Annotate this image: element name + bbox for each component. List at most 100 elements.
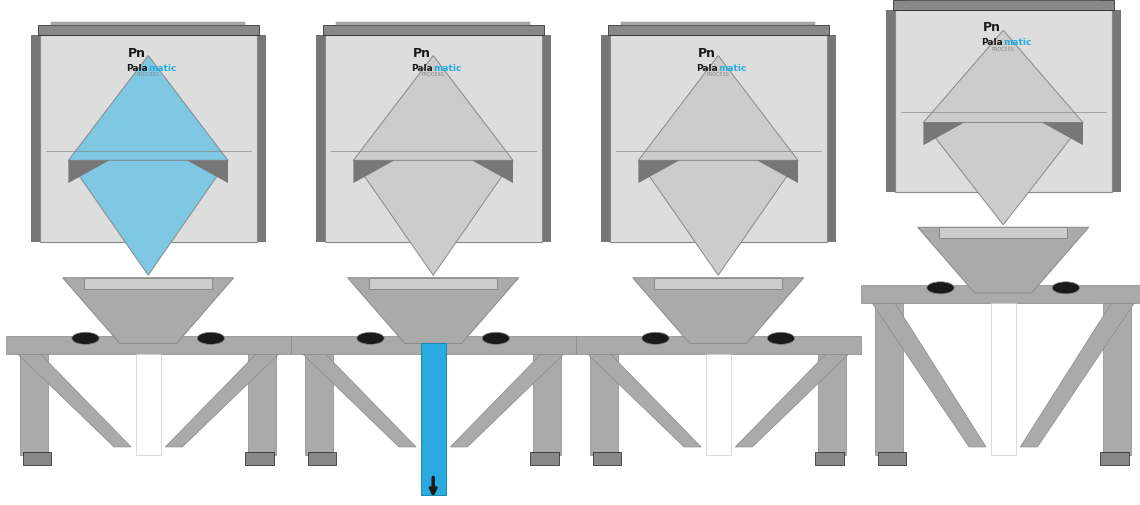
Polygon shape <box>353 160 394 183</box>
Text: Pala: Pala <box>982 38 1003 47</box>
FancyBboxPatch shape <box>532 343 562 454</box>
Text: matic: matic <box>718 64 747 73</box>
Bar <box>530 452 559 465</box>
Circle shape <box>197 332 225 344</box>
Polygon shape <box>757 160 798 183</box>
Bar <box>316 35 329 242</box>
Bar <box>38 25 259 35</box>
Polygon shape <box>638 160 798 275</box>
Bar <box>822 35 836 242</box>
Bar <box>245 452 274 465</box>
Circle shape <box>357 332 384 344</box>
Polygon shape <box>68 160 109 183</box>
Bar <box>136 354 161 454</box>
Bar <box>325 35 542 242</box>
Polygon shape <box>923 30 1083 147</box>
Bar <box>51 22 245 25</box>
Circle shape <box>927 282 954 294</box>
Text: matic: matic <box>1003 38 1032 47</box>
Bar <box>421 343 446 495</box>
Bar <box>31 35 44 242</box>
Bar <box>610 35 826 242</box>
Polygon shape <box>68 56 228 186</box>
FancyBboxPatch shape <box>19 343 48 454</box>
Polygon shape <box>633 278 804 343</box>
Polygon shape <box>165 354 279 447</box>
Bar <box>593 452 621 465</box>
Polygon shape <box>918 227 1089 293</box>
Bar <box>621 22 815 25</box>
Bar <box>1100 452 1129 465</box>
Polygon shape <box>353 56 513 186</box>
Bar <box>654 278 782 289</box>
Bar <box>608 25 829 35</box>
FancyBboxPatch shape <box>306 343 334 454</box>
Bar <box>706 354 731 454</box>
Polygon shape <box>187 160 228 183</box>
Text: Pn: Pn <box>128 46 146 60</box>
Text: Pn: Pn <box>983 21 1001 34</box>
Bar <box>84 278 212 289</box>
Bar <box>1107 10 1121 192</box>
Text: Pala: Pala <box>412 64 433 73</box>
Polygon shape <box>923 122 1083 225</box>
Bar <box>895 10 1112 192</box>
Text: Pn: Pn <box>698 46 716 60</box>
Polygon shape <box>472 160 513 183</box>
Polygon shape <box>638 160 679 183</box>
Polygon shape <box>587 354 701 447</box>
Bar <box>886 10 899 192</box>
Bar <box>991 303 1016 454</box>
Text: PROCESS: PROCESS <box>137 72 160 77</box>
Text: Pn: Pn <box>413 46 431 60</box>
FancyBboxPatch shape <box>249 343 276 454</box>
Bar <box>893 0 1114 10</box>
Polygon shape <box>348 278 519 343</box>
Bar <box>601 35 614 242</box>
Bar <box>40 35 256 242</box>
Polygon shape <box>735 354 849 447</box>
Text: Pala: Pala <box>697 64 718 73</box>
Circle shape <box>482 332 510 344</box>
Polygon shape <box>63 278 234 343</box>
Polygon shape <box>353 160 513 275</box>
Polygon shape <box>68 160 228 275</box>
Text: PROCESS: PROCESS <box>707 72 730 77</box>
Bar <box>369 278 497 289</box>
Bar <box>6 336 291 354</box>
Bar <box>576 336 861 354</box>
FancyBboxPatch shape <box>1104 293 1131 454</box>
Text: PROCESS: PROCESS <box>422 72 445 77</box>
Bar <box>291 336 576 354</box>
Circle shape <box>1052 282 1080 294</box>
Bar <box>252 35 266 242</box>
FancyBboxPatch shape <box>591 343 619 454</box>
Text: matic: matic <box>148 64 177 73</box>
FancyBboxPatch shape <box>876 293 904 454</box>
Polygon shape <box>923 122 964 145</box>
Text: Pala: Pala <box>127 64 148 73</box>
Circle shape <box>72 332 99 344</box>
Text: matic: matic <box>433 64 462 73</box>
Bar <box>537 35 551 242</box>
Bar <box>23 452 51 465</box>
Text: PROCESS: PROCESS <box>992 47 1015 52</box>
FancyBboxPatch shape <box>819 343 846 454</box>
Bar <box>336 22 530 25</box>
Bar <box>878 452 906 465</box>
Circle shape <box>642 332 669 344</box>
Polygon shape <box>638 56 798 186</box>
Polygon shape <box>450 354 564 447</box>
Polygon shape <box>404 180 463 275</box>
Polygon shape <box>17 354 131 447</box>
Bar <box>815 452 844 465</box>
Polygon shape <box>872 303 986 447</box>
Polygon shape <box>302 354 416 447</box>
Bar <box>939 227 1067 238</box>
Polygon shape <box>1020 303 1134 447</box>
Bar <box>323 25 544 35</box>
Bar <box>308 452 336 465</box>
Circle shape <box>767 332 795 344</box>
Bar <box>861 285 1140 303</box>
Polygon shape <box>1042 122 1083 145</box>
